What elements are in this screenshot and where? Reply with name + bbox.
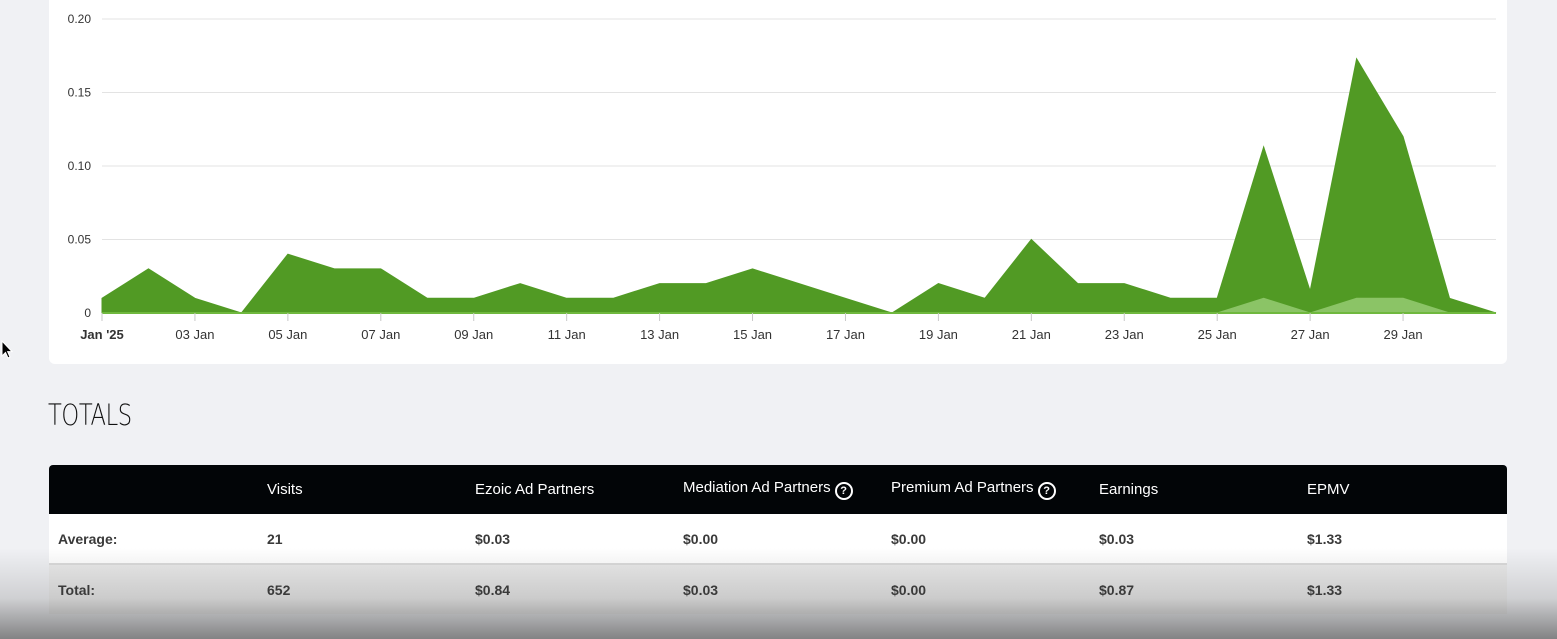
table-row-average: Average: 21 $0.03 $0.00 $0.00 $0.03 $1.3… (49, 514, 1507, 565)
col-header-ezoic-ad-partners: Ezoic Ad Partners (466, 465, 674, 514)
area-series-1[interactable] (101, 57, 1497, 314)
col-header-earnings: Earnings (1090, 465, 1298, 514)
x-tick-label: 19 Jan (919, 327, 958, 342)
col-header-mediation-ad-partners: Mediation Ad Partners? (674, 465, 882, 514)
x-tick-label: 13 Jan (640, 327, 679, 342)
col-header-premium-ad-partners: Premium Ad Partners? (882, 465, 1090, 514)
x-tick-label: Jan '25 (80, 327, 124, 342)
question-circle-icon[interactable]: ? (834, 482, 853, 500)
table-cell: $0.03 (466, 514, 674, 565)
x-tick-label: 11 Jan (548, 327, 586, 342)
table-cell: $0.87 (1090, 564, 1298, 614)
x-tick-label: 05 Jan (268, 327, 307, 342)
y-tick-label: 0.05 (68, 233, 92, 247)
table-cell: 21 (258, 514, 466, 565)
table-cell: $0.00 (882, 564, 1090, 614)
table-cell: $0.00 (882, 514, 1090, 565)
x-tick-label: 15 Jan (733, 327, 772, 342)
table-cell: Average: (49, 514, 258, 565)
x-tick-label: 27 Jan (1291, 327, 1330, 342)
x-tick-label: 07 Jan (361, 327, 400, 342)
table-cell: $1.33 (1298, 514, 1507, 565)
col-header-visits: Visits (258, 465, 466, 514)
x-tick-label: 29 Jan (1384, 327, 1423, 342)
col-header-label (49, 465, 258, 514)
totals-header-row: Visits Ezoic Ad Partners Mediation Ad Pa… (49, 465, 1507, 514)
col-header-epmv: EPMV (1298, 465, 1507, 514)
totals-table: Visits Ezoic Ad Partners Mediation Ad Pa… (49, 465, 1507, 614)
y-tick-label: 0.20 (68, 12, 92, 26)
table-cell: $0.84 (466, 564, 674, 614)
y-tick-label: 0.15 (68, 86, 92, 100)
x-tick-label: 25 Jan (1198, 327, 1237, 342)
table-cell: $0.00 (674, 514, 882, 565)
table-cell: 652 (258, 564, 466, 614)
mouse-cursor-icon (1, 340, 13, 359)
table-cell: $0.03 (1090, 514, 1298, 565)
table-cell: Total: (49, 564, 258, 614)
x-tick-label: 09 Jan (454, 327, 493, 342)
table-cell: $1.33 (1298, 564, 1507, 614)
x-tick-label: 23 Jan (1105, 327, 1144, 342)
col-header-premium-label: Premium Ad Partners (891, 479, 1034, 496)
table-cell: $0.03 (674, 564, 882, 614)
earnings-area-chart[interactable]: 0 0.05 0.10 0.15 0.20 Jan '25 03 Jan 05 Jan 07 J… (49, 0, 1507, 364)
earnings-chart-card: 0 0.05 0.10 0.15 0.20 Jan '25 03 Jan 05 Jan 07 J… (49, 0, 1507, 364)
y-tick-label: 0 (84, 306, 91, 320)
question-circle-icon[interactable]: ? (1037, 482, 1056, 500)
x-tick-label: 17 Jan (826, 327, 865, 342)
x-tick-label: 21 Jan (1012, 327, 1051, 342)
table-row-total: Total: 652 $0.84 $0.03 $0.00 $0.87 $1.33 (49, 564, 1507, 614)
x-tick-label: 03 Jan (175, 327, 214, 342)
y-tick-label: 0.10 (68, 159, 92, 173)
col-header-mediation-label: Mediation Ad Partners (683, 479, 831, 496)
totals-heading: TOTALS (48, 398, 132, 432)
